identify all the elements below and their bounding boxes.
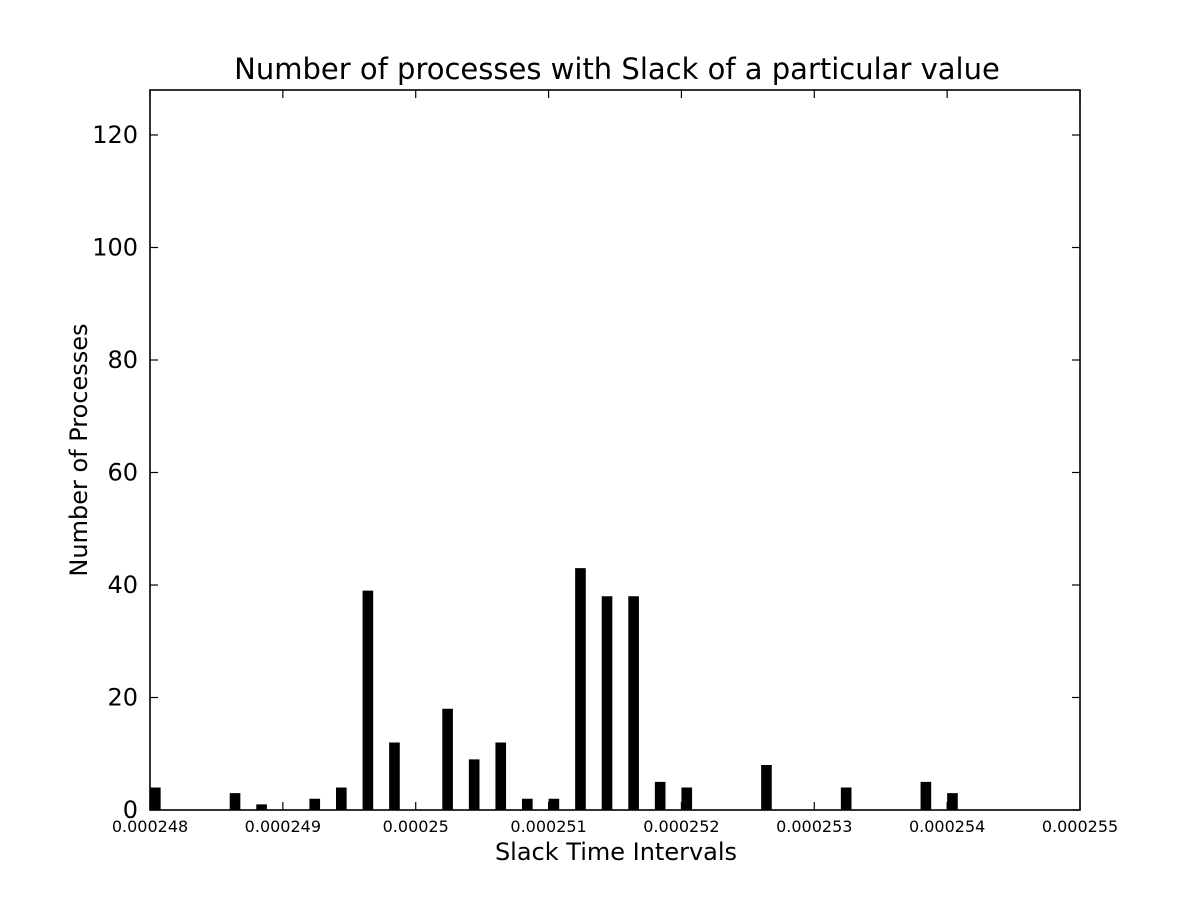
- bar-15: [654, 781, 666, 811]
- bar-3: [309, 798, 321, 810]
- x-tick-label-4: 0.000252: [643, 817, 719, 836]
- bar-11: [548, 798, 560, 810]
- x-tick-label-5: 0.000253: [776, 817, 852, 836]
- y-tick-label-4: 80: [107, 346, 138, 374]
- bar-5: [362, 590, 374, 811]
- x-tick-label-7: 0.000255: [1042, 817, 1118, 836]
- bars-group: [150, 568, 958, 811]
- y-axis-label: Number of Processes: [65, 323, 93, 576]
- bar-20: [947, 793, 958, 811]
- x-axis-label: Slack Time Intervals: [495, 838, 737, 866]
- bar-12: [575, 568, 586, 811]
- x-tick-label-2: 0.00025: [383, 817, 449, 836]
- x-tick-label-3: 0.000251: [510, 817, 586, 836]
- chart-title: Number of processes with Slack of a part…: [234, 52, 1000, 86]
- bar-13: [601, 596, 613, 810]
- y-tick-label-0: 0: [123, 796, 138, 824]
- bar-0: [150, 787, 161, 810]
- x-tick-label-1: 0.000249: [245, 817, 321, 836]
- bar-17: [761, 765, 772, 810]
- y-tick-label-3: 60: [107, 459, 138, 487]
- ticks-group: 0 20 40 60 80 100 120 0.000248 0.000249 0.00025 0.…: [92, 90, 1118, 836]
- x-tick-label-0: 0.000248: [112, 817, 188, 836]
- bar-14: [628, 596, 639, 810]
- y-tick-label-2: 40: [107, 571, 138, 599]
- y-tick-label-6: 120: [92, 121, 138, 149]
- bar-7: [442, 708, 453, 810]
- plot-frame: [149, 89, 1081, 811]
- bar-18: [840, 787, 852, 810]
- bar-6: [389, 742, 400, 810]
- y-tick-label-1: 20: [107, 684, 138, 712]
- x-tick-label-6: 0.000254: [909, 817, 985, 836]
- bar-4: [336, 787, 347, 810]
- bar-16: [681, 787, 693, 810]
- bar-10: [522, 798, 533, 810]
- bar-1: [229, 793, 241, 811]
- y-tick-label-5: 100: [92, 234, 138, 262]
- bar-9: [495, 742, 507, 810]
- bar-19: [920, 781, 932, 811]
- bar-8: [468, 759, 480, 811]
- bar-2: [256, 804, 267, 811]
